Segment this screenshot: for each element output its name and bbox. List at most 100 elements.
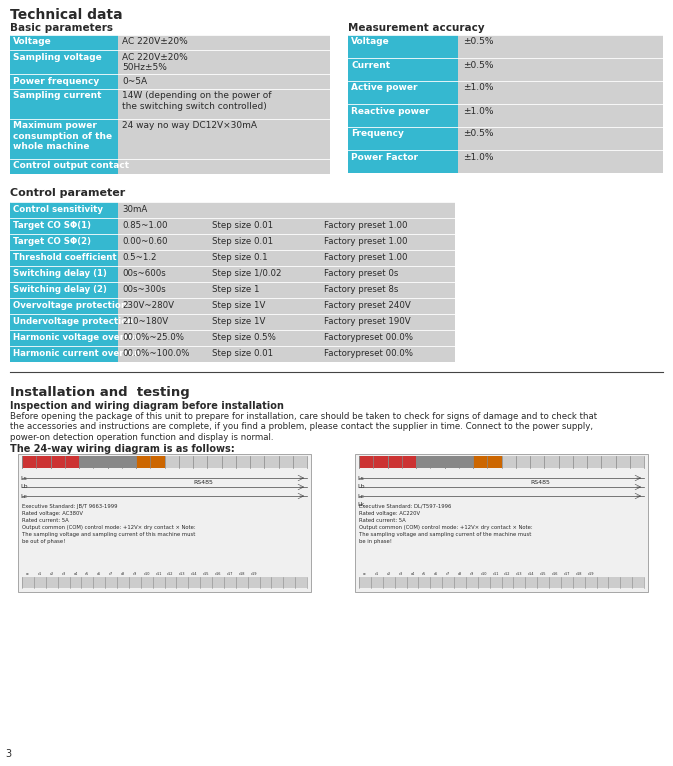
- Text: Step size 0.01: Step size 0.01: [212, 221, 273, 230]
- Text: Factorypreset 00.0%: Factorypreset 00.0%: [324, 349, 413, 358]
- Text: RS485: RS485: [531, 480, 551, 485]
- Text: 00s~600s: 00s~600s: [122, 269, 166, 277]
- Bar: [118, 234, 455, 250]
- Text: Step size 1/0.02: Step size 1/0.02: [212, 269, 281, 277]
- Text: Step size 0.1: Step size 0.1: [212, 253, 268, 261]
- Text: Factory preset 1.00: Factory preset 1.00: [324, 237, 407, 245]
- Text: c14: c14: [191, 572, 197, 576]
- Text: c11: c11: [493, 572, 499, 576]
- Text: ±0.5%: ±0.5%: [463, 38, 493, 47]
- Bar: [50, 456, 79, 468]
- Bar: [458, 81, 663, 104]
- Text: Installation and  testing: Installation and testing: [10, 386, 190, 399]
- Text: Voltage: Voltage: [351, 38, 390, 47]
- Text: Power Factor: Power Factor: [351, 152, 418, 162]
- Text: Harmonic current overrun: Harmonic current overrun: [13, 349, 140, 358]
- Text: c18: c18: [238, 572, 245, 576]
- Text: Step size 0.01: Step size 0.01: [212, 237, 273, 245]
- Text: c10: c10: [143, 572, 150, 576]
- Bar: [458, 150, 663, 173]
- Text: c1: c1: [38, 572, 42, 576]
- Bar: [10, 266, 118, 282]
- Text: c18: c18: [575, 572, 582, 576]
- Text: c6: c6: [97, 572, 102, 576]
- Bar: [10, 218, 118, 234]
- Text: The sampling voltage and sampling current of the machine must: The sampling voltage and sampling curren…: [359, 532, 532, 537]
- Text: Control output contact: Control output contact: [13, 162, 129, 171]
- Text: Switching delay (2): Switching delay (2): [13, 284, 107, 293]
- Bar: [458, 127, 663, 150]
- Bar: [108, 456, 136, 468]
- Text: Threshold coefficient: Threshold coefficient: [13, 253, 116, 261]
- Text: 210~180V: 210~180V: [122, 316, 168, 326]
- Bar: [118, 89, 330, 119]
- Text: c10: c10: [481, 572, 487, 576]
- Text: c12: c12: [504, 572, 511, 576]
- Text: c11: c11: [155, 572, 162, 576]
- Text: Rated voltage: AC220V: Rated voltage: AC220V: [359, 511, 420, 516]
- Bar: [118, 250, 455, 266]
- Bar: [118, 266, 455, 282]
- Text: Active power: Active power: [351, 83, 417, 93]
- Text: Ls: Ls: [357, 476, 363, 480]
- Text: Lk: Lk: [357, 502, 364, 508]
- Text: Harmonic voltage overrun: Harmonic voltage overrun: [13, 332, 141, 342]
- Text: cc: cc: [363, 572, 367, 576]
- Text: Factory preset 1.00: Factory preset 1.00: [324, 221, 407, 230]
- Bar: [118, 35, 330, 50]
- Text: Factory preset 1.00: Factory preset 1.00: [324, 253, 407, 261]
- Bar: [444, 456, 473, 468]
- Bar: [18, 454, 311, 592]
- Text: RS485: RS485: [194, 480, 213, 485]
- Text: 00.0%~100.0%: 00.0%~100.0%: [122, 349, 190, 358]
- Bar: [118, 74, 330, 89]
- Text: c6: c6: [434, 572, 438, 576]
- Text: c8: c8: [121, 572, 125, 576]
- Bar: [348, 127, 458, 150]
- Text: Rated current: 5A: Rated current: 5A: [359, 518, 406, 523]
- Text: Inspection and wiring diagram before installation: Inspection and wiring diagram before ins…: [10, 401, 284, 411]
- Bar: [348, 81, 458, 104]
- Text: Current: Current: [351, 61, 390, 70]
- Text: c1: c1: [375, 572, 379, 576]
- Text: Lc: Lc: [357, 493, 364, 499]
- Text: 00.0%~25.0%: 00.0%~25.0%: [122, 332, 184, 342]
- Text: c19: c19: [588, 572, 594, 576]
- Text: Factorypreset 00.0%: Factorypreset 00.0%: [324, 332, 413, 342]
- Bar: [118, 314, 455, 330]
- Text: c5: c5: [85, 572, 90, 576]
- Text: Lb: Lb: [20, 485, 28, 489]
- Text: c9: c9: [133, 572, 137, 576]
- Text: c19: c19: [250, 572, 257, 576]
- Bar: [388, 456, 416, 468]
- Bar: [348, 104, 458, 127]
- Text: c2: c2: [386, 572, 391, 576]
- Bar: [458, 35, 663, 58]
- Text: c3: c3: [61, 572, 66, 576]
- Bar: [10, 119, 118, 159]
- Text: Sampling voltage: Sampling voltage: [13, 53, 102, 61]
- Text: c13: c13: [516, 572, 522, 576]
- Text: Power frequency: Power frequency: [13, 77, 99, 86]
- Bar: [458, 104, 663, 127]
- Bar: [118, 202, 455, 218]
- Text: Factory preset 0s: Factory preset 0s: [324, 269, 398, 277]
- Text: c3: c3: [398, 572, 402, 576]
- Text: 14W (depending on the power of
the switching switch controlled): 14W (depending on the power of the switc…: [122, 91, 271, 111]
- Bar: [10, 330, 118, 346]
- Bar: [348, 35, 458, 58]
- Text: Basic parameters: Basic parameters: [10, 23, 113, 33]
- Bar: [79, 456, 108, 468]
- Text: cc: cc: [26, 572, 30, 576]
- Text: c15: c15: [203, 572, 209, 576]
- Text: Target CO SΦ(2): Target CO SΦ(2): [13, 237, 91, 245]
- Bar: [458, 58, 663, 81]
- Text: Factory preset 8s: Factory preset 8s: [324, 284, 398, 293]
- Text: The 24-way wiring diagram is as follows:: The 24-way wiring diagram is as follows:: [10, 444, 235, 454]
- Text: 0.00~0.60: 0.00~0.60: [122, 237, 168, 245]
- Bar: [359, 456, 388, 468]
- Text: c13: c13: [179, 572, 186, 576]
- Text: be in phase!: be in phase!: [359, 539, 392, 544]
- Text: c7: c7: [109, 572, 113, 576]
- Bar: [473, 456, 501, 468]
